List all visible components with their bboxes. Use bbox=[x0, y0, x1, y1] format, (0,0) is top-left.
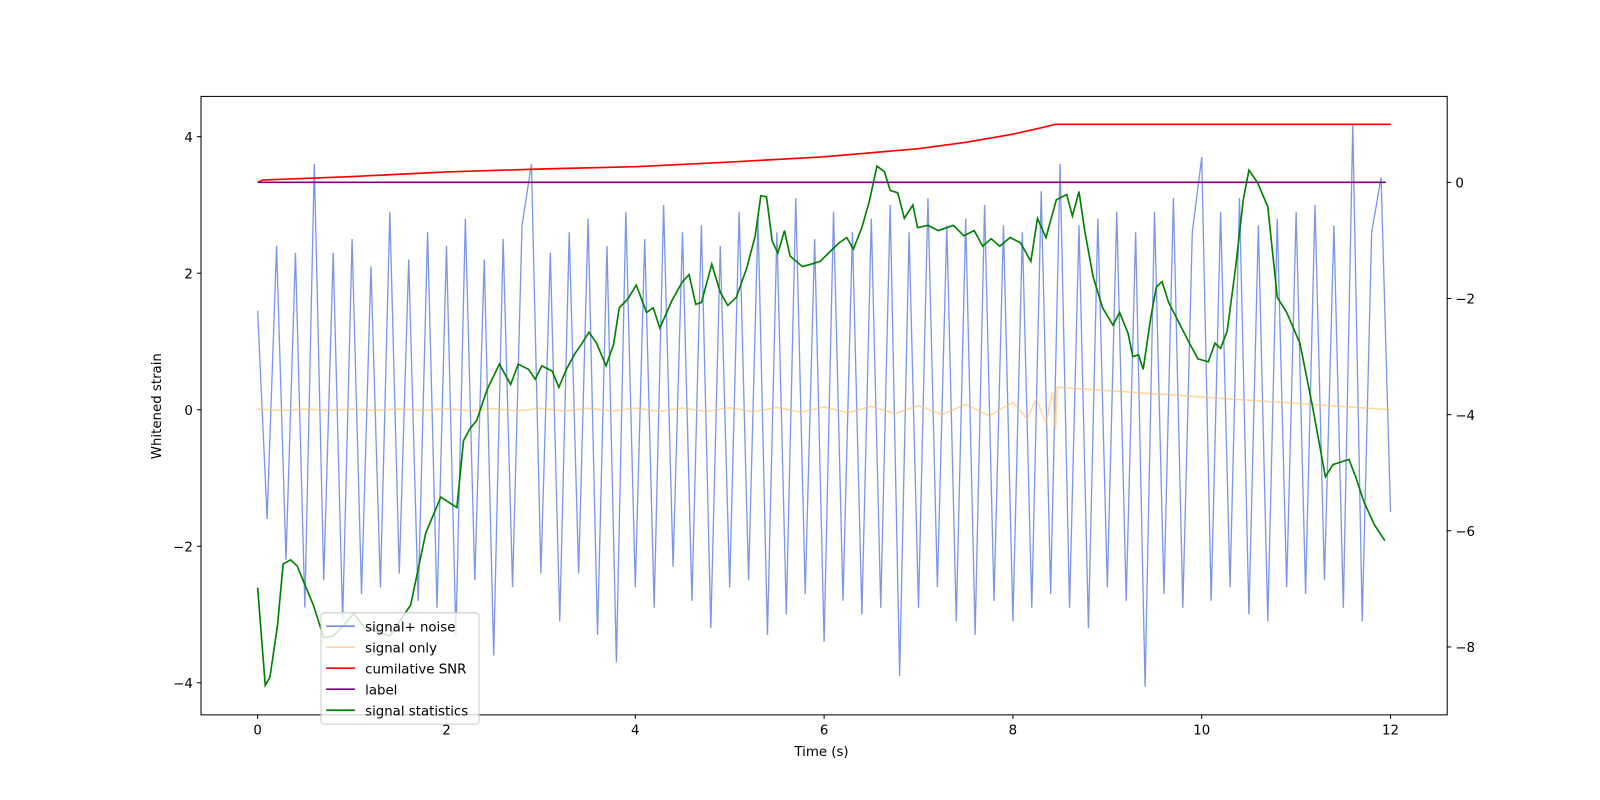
legend: signal+ noise signal only cumilative SNR la… bbox=[320, 612, 480, 725]
y-tick-label: 0 bbox=[184, 404, 192, 419]
x-tick-label: 4 bbox=[631, 723, 639, 738]
series-line bbox=[257, 386, 1391, 431]
x-tick-label: 12 bbox=[1382, 723, 1399, 738]
legend-box bbox=[320, 612, 480, 725]
plot-area bbox=[256, 123, 1392, 688]
legend-label: signal only bbox=[365, 641, 437, 656]
x-tick-label: 10 bbox=[1193, 723, 1210, 738]
y2-tick-label: −8 bbox=[1455, 641, 1475, 656]
legend-label: signal+ noise bbox=[365, 620, 455, 635]
y-tick-label: −4 bbox=[173, 677, 193, 692]
y2-tick-label: −4 bbox=[1455, 409, 1475, 424]
x-axis-label: Time (s) bbox=[793, 745, 848, 760]
x-tick-label: 8 bbox=[1009, 723, 1017, 738]
y2-tick-label: −6 bbox=[1455, 525, 1475, 540]
series-line bbox=[257, 123, 1391, 184]
legend-label: label bbox=[365, 683, 397, 698]
y-axis-label: Whitened strain bbox=[150, 353, 165, 459]
x-tick-label: 6 bbox=[820, 723, 828, 738]
legend-label: cumilative SNR bbox=[365, 662, 466, 677]
x-tick-label: 0 bbox=[253, 723, 261, 738]
y2-tick-label: 0 bbox=[1455, 176, 1463, 191]
y-tick-label: 2 bbox=[184, 267, 192, 282]
series-line bbox=[256, 164, 1386, 688]
x-tick-label: 2 bbox=[442, 723, 450, 738]
series-line bbox=[257, 125, 1392, 687]
y2-tick-label: −2 bbox=[1455, 293, 1475, 308]
legend-label: signal statistics bbox=[365, 704, 468, 719]
y-tick-label: −2 bbox=[173, 540, 193, 555]
y-tick-label: 4 bbox=[184, 131, 192, 146]
